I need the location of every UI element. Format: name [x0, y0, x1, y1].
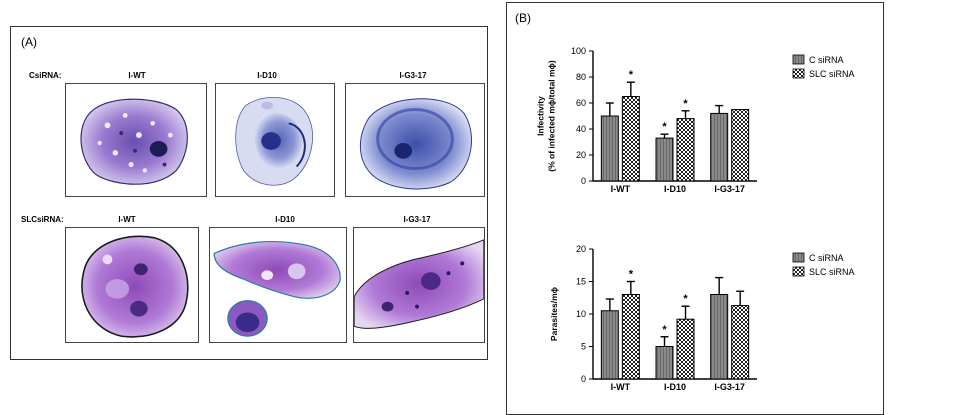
- x-tick-label: I-WT: [611, 382, 631, 391]
- y-tick-label: 15: [576, 277, 586, 287]
- row-label-csirna: CsiRNA:: [29, 71, 62, 80]
- micrograph-csirna-ig317: [345, 83, 485, 197]
- legend-label: C siRNA: [809, 55, 844, 65]
- x-tick-label: I-D10: [664, 184, 686, 193]
- col-label-csirna-ig317: I-G3-17: [399, 71, 427, 80]
- chart-parasites-svg: 0 5 10 15 20 Parasites/mϕ * I-WT * * I-D10 I-G3-17 C…: [549, 244, 855, 391]
- y-tick-label: 20: [576, 244, 586, 254]
- y-axis-label: Infectivity: [536, 96, 546, 136]
- bar: [655, 137, 674, 182]
- y-tick-label: 5: [581, 342, 586, 352]
- y-axis-label: (% of infected mϕ/total mϕ): [547, 60, 557, 172]
- micrograph-slcsirna-iwt: [65, 227, 199, 343]
- legend-swatch: [792, 252, 805, 263]
- x-tick-label: I-D10: [664, 382, 686, 391]
- significance-label: *: [683, 98, 688, 110]
- y-tick-label: 60: [576, 98, 586, 108]
- panel-b-label: (B): [515, 11, 531, 25]
- chart-infectivity: 0 20 40 60 80 100 Infectivity (% of infected mϕ…: [507, 33, 883, 193]
- bar: [621, 96, 640, 182]
- col-label-csirna-iwt: I-WT: [128, 71, 146, 80]
- col-label-slcsirna-ig317: I-G3-17: [403, 215, 431, 224]
- bar: [676, 118, 695, 182]
- bar: [710, 294, 729, 380]
- significance-label: *: [629, 269, 634, 281]
- bar: [600, 115, 619, 182]
- chart-parasites: 0 5 10 15 20 Parasites/mϕ * I-WT * * I-D10 I-G3-17 C…: [507, 231, 883, 391]
- legend-swatch: [792, 68, 805, 79]
- micrograph-slcsirna-ig317: [353, 227, 485, 343]
- panel-b: (B) 0 20 40 60 80 100 Infectivity (% of infecte…: [506, 2, 884, 415]
- significance-label: *: [683, 293, 688, 305]
- x-tick-label: I-G3-17: [714, 382, 745, 391]
- x-tick-label: I-G3-17: [714, 184, 745, 193]
- row-label-slcsirna: SLCsiRNA:: [21, 215, 64, 224]
- col-label-csirna-id10: I-D10: [257, 71, 277, 80]
- bar: [621, 294, 640, 380]
- legend-swatch: [792, 54, 805, 65]
- y-tick-label: 20: [576, 150, 586, 160]
- bar: [710, 112, 729, 182]
- bar: [676, 318, 695, 380]
- chart-infectivity-svg: 0 20 40 60 80 100 Infectivity (% of infected mϕ…: [536, 46, 855, 193]
- y-tick-label: 10: [576, 309, 586, 319]
- micrograph-csirna-iwt: [65, 83, 207, 197]
- micrograph-slcsirna-id10: [209, 227, 347, 343]
- y-tick-label: 40: [576, 124, 586, 134]
- significance-label: *: [662, 324, 667, 336]
- legend-label: C siRNA: [809, 253, 844, 263]
- legend-swatch: [792, 266, 805, 277]
- bar: [731, 305, 750, 380]
- y-tick-label: 0: [581, 176, 586, 186]
- legend-label: SLC siRNA: [809, 69, 855, 79]
- bar: [655, 346, 674, 380]
- col-label-slcsirna-id10: I-D10: [275, 215, 295, 224]
- bar: [600, 310, 619, 380]
- col-label-slcsirna-iwt: I-WT: [118, 215, 136, 224]
- panel-a: (A) CsiRNA: I-WT I-D10 I-G3-17: [10, 26, 488, 360]
- y-axis-label: Parasites/mϕ: [549, 286, 559, 341]
- x-tick-label: I-WT: [611, 184, 631, 193]
- y-tick-label: 0: [581, 374, 586, 384]
- panel-a-label: (A): [21, 35, 37, 49]
- micrograph-csirna-id10: [215, 83, 335, 197]
- significance-label: *: [629, 69, 634, 81]
- y-tick-label: 80: [576, 72, 586, 82]
- bar: [731, 109, 750, 182]
- y-tick-label: 100: [571, 46, 586, 56]
- significance-label: *: [662, 121, 667, 133]
- legend-label: SLC siRNA: [809, 267, 855, 277]
